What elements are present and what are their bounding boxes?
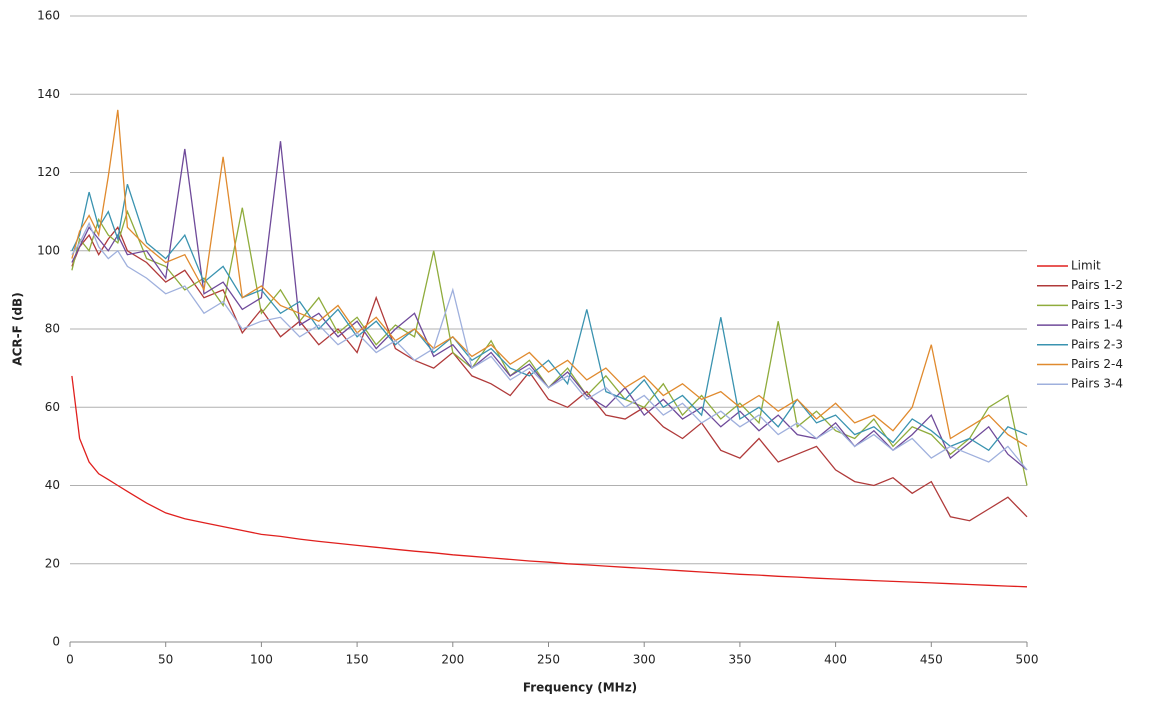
x-tick-label: 150 bbox=[346, 653, 369, 667]
legend-label: Pairs 1-2 bbox=[1071, 278, 1123, 292]
y-tick-label: 20 bbox=[45, 556, 60, 570]
x-axis-label: Frequency (MHz) bbox=[523, 681, 637, 695]
y-tick-label: 60 bbox=[45, 400, 60, 414]
y-tick-label: 120 bbox=[37, 165, 60, 179]
series-line bbox=[71, 183, 1028, 452]
x-tick-label: 400 bbox=[824, 653, 847, 667]
legend-label: Pairs 1-3 bbox=[1071, 298, 1123, 312]
series-line bbox=[71, 109, 1028, 447]
legend-label: Pairs 3-4 bbox=[1071, 377, 1123, 391]
x-tick-label: 300 bbox=[633, 653, 656, 667]
series-line bbox=[71, 226, 1028, 522]
y-tick-label: 100 bbox=[37, 243, 60, 257]
x-tick-label: 0 bbox=[66, 653, 74, 667]
legend-label: Pairs 2-3 bbox=[1071, 337, 1123, 351]
y-tick-label: 140 bbox=[37, 87, 60, 101]
legend-label: Pairs 2-4 bbox=[1071, 357, 1123, 371]
y-tick-label: 160 bbox=[37, 9, 60, 23]
y-tick-label: 0 bbox=[52, 635, 60, 649]
x-tick-label: 250 bbox=[537, 653, 560, 667]
legend-label: Pairs 1-4 bbox=[1071, 318, 1123, 332]
x-tick-label: 100 bbox=[250, 653, 273, 667]
x-tick-label: 200 bbox=[441, 653, 464, 667]
x-tick-label: 350 bbox=[728, 653, 751, 667]
y-tick-label: 40 bbox=[45, 478, 60, 492]
y-axis-label: ACR-F (dB) bbox=[11, 292, 25, 365]
x-tick-label: 500 bbox=[1016, 653, 1039, 667]
x-tick-label: 50 bbox=[158, 653, 173, 667]
series-line bbox=[71, 141, 1028, 471]
x-tick-label: 450 bbox=[920, 653, 943, 667]
series-line bbox=[71, 221, 1028, 471]
series-line bbox=[71, 207, 1028, 486]
series-line bbox=[71, 375, 1028, 588]
y-tick-label: 80 bbox=[45, 322, 60, 336]
legend-label: Limit bbox=[1071, 259, 1101, 273]
